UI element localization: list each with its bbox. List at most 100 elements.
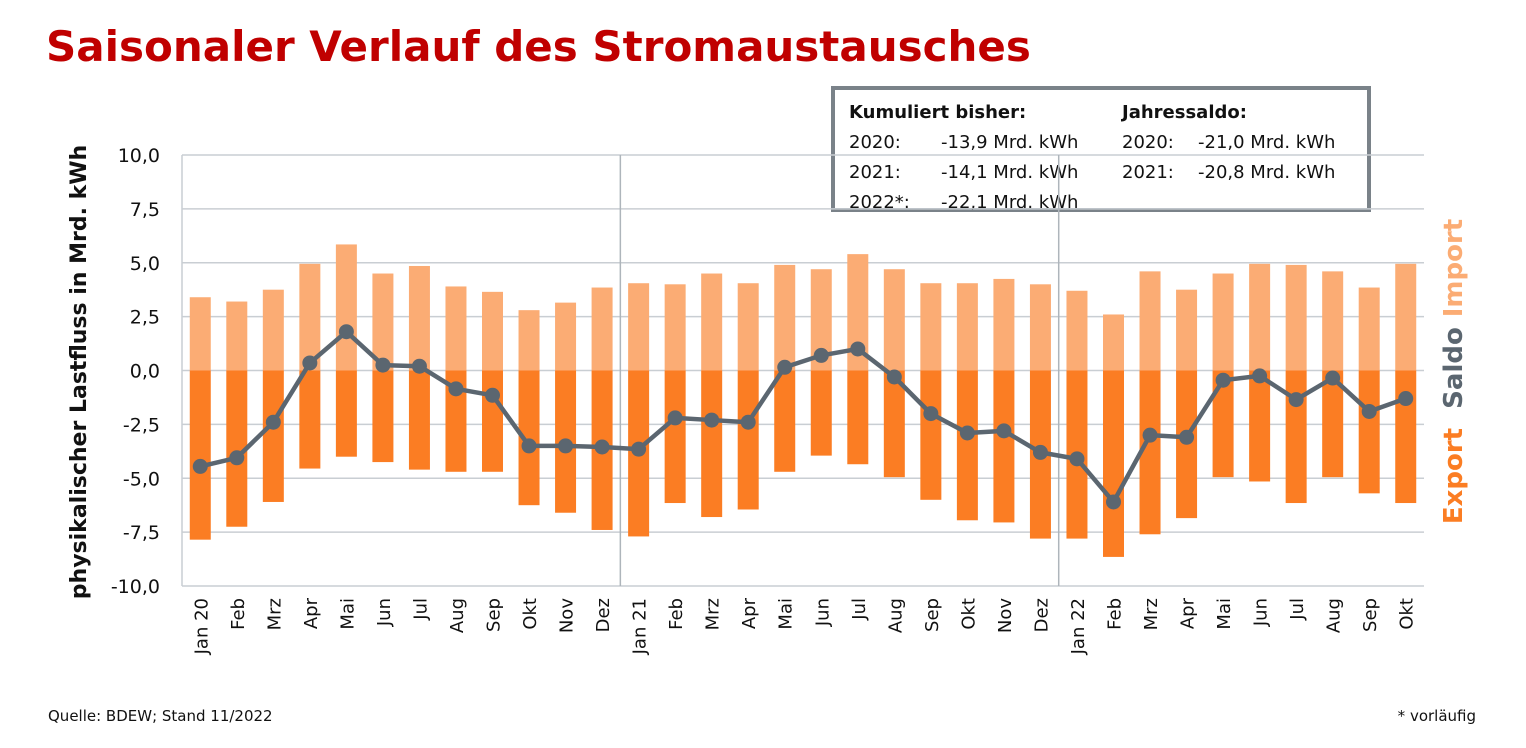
import-bars — [189, 244, 1417, 371]
saldo-point — [1106, 494, 1121, 510]
export-bar — [1212, 370, 1234, 478]
legend-entry-export: Export — [1439, 428, 1469, 524]
y-tick-label: -10,0 — [111, 576, 160, 598]
x-tick-label: Jan 21 — [630, 598, 651, 655]
import-bar — [701, 273, 723, 371]
import-bar — [518, 310, 540, 371]
import-bar — [262, 289, 284, 371]
cumulative-row-2022: 2022*: -22,1 Mrd. kWh — [849, 192, 1079, 213]
export-bar — [1358, 370, 1380, 494]
saldo-point — [1215, 372, 1231, 388]
export-bar — [883, 370, 905, 478]
export-bar — [482, 370, 503, 472]
x-tick-label: Aug — [447, 598, 468, 633]
import-bar — [1285, 264, 1307, 371]
saldo-point — [229, 450, 245, 466]
export-bar — [737, 370, 759, 510]
x-tick-label: Aug — [885, 598, 906, 633]
x-tick-label: Aug — [1324, 598, 1345, 633]
import-bar — [591, 287, 613, 371]
cumulative-row-2020: 2020: -13,9 Mrd. kWh — [849, 132, 1079, 153]
x-tick-label: Okt — [1397, 598, 1418, 630]
saldo-point — [485, 387, 500, 403]
saldo-point — [338, 324, 354, 340]
x-tick-label: Jan 22 — [1068, 598, 1089, 655]
saldo-point — [558, 438, 574, 454]
import-bar — [1029, 284, 1051, 371]
x-tick-label: Mrz — [264, 598, 285, 630]
legend-entry-import: Import — [1439, 219, 1469, 318]
export-bars — [189, 370, 1417, 557]
source-note: Quelle: BDEW; Stand 11/2022 — [48, 707, 273, 725]
x-tick-label: Mai — [776, 598, 797, 630]
import-bar — [664, 284, 686, 371]
export-bar — [956, 370, 978, 521]
import-bar — [993, 278, 1015, 371]
export-bar — [518, 370, 540, 506]
cumulative-column: Kumuliert bisher: 2020: -13,9 Mrd. kWh 20… — [849, 100, 1078, 220]
saldo-point — [302, 355, 318, 371]
y-tick-label: 10,0 — [118, 145, 160, 167]
saldo-point — [667, 410, 683, 426]
import-bar — [737, 283, 759, 371]
export-bar — [1285, 370, 1307, 504]
y-tick-label: 0,0 — [130, 361, 160, 383]
import-bar — [883, 269, 905, 371]
saldo-point — [923, 406, 939, 422]
export-bar — [701, 370, 723, 518]
x-tick-label: Mrz — [703, 598, 724, 630]
x-tick-label: Jun — [374, 598, 395, 627]
export-bar — [774, 370, 796, 472]
y-axis-label: physikalischer Lastfluss in Mrd. kWh — [67, 145, 92, 599]
import-bar — [847, 254, 869, 371]
saldo-point — [265, 414, 281, 430]
annual-balance-column: Jahressaldo: 2020: -21,0 Mrd. kWh 2021: -2… — [1122, 100, 1335, 190]
export-bar — [1395, 370, 1417, 504]
x-tick-label: Jul — [1287, 598, 1308, 621]
import-bar — [299, 263, 321, 371]
import-bar — [1139, 271, 1161, 371]
x-tick-labels: Jan 20 Feb Mrz Apr Mai Jun Jul Aug Sep Okt Nov Dez J… — [191, 597, 1417, 655]
export-bar — [664, 370, 686, 504]
export-bar — [847, 370, 869, 465]
annual-balance-row-2020: 2020: -21,0 Mrd. kWh — [1122, 132, 1336, 153]
import-bar — [335, 244, 357, 371]
saldo-point — [850, 341, 866, 357]
x-tick-label: Nov — [557, 598, 578, 633]
import-bar — [810, 269, 832, 371]
saldo-point — [1142, 427, 1158, 443]
legend: Export Saldo Import — [1439, 219, 1469, 524]
export-bar — [299, 370, 321, 469]
saldo-point — [1398, 391, 1414, 407]
saldo-point — [375, 357, 391, 373]
saldo-point — [1069, 451, 1085, 467]
saldo-point — [192, 458, 208, 474]
x-tick-label: Feb — [1105, 598, 1126, 630]
annual-balance-row-2021: 2021: -20,8 Mrd. kWh — [1122, 162, 1336, 183]
x-tick-label: Jul — [410, 598, 431, 621]
saldo-point — [996, 423, 1012, 439]
export-bar — [408, 370, 430, 470]
x-tick-label: Okt — [520, 598, 541, 630]
saldo-point — [1252, 368, 1268, 384]
x-tick-label: Apr — [301, 597, 322, 629]
x-tick-label: Feb — [666, 598, 687, 630]
saldo-point — [1032, 444, 1048, 460]
saldo-series-line — [199, 329, 1407, 505]
import-bar — [1176, 289, 1198, 371]
import-bar — [1322, 271, 1344, 371]
import-bar — [1066, 290, 1088, 371]
y-tick-label: -2,5 — [123, 414, 160, 436]
x-tick-label: Mai — [337, 598, 358, 630]
import-bar — [1212, 273, 1234, 371]
saldo-point — [1179, 429, 1195, 445]
export-bar — [993, 370, 1015, 523]
export-bar — [810, 370, 832, 456]
import-bar — [189, 297, 211, 371]
import-bar — [372, 273, 394, 371]
import-bar — [1395, 263, 1417, 371]
y-tick-label: -5,0 — [123, 468, 160, 490]
export-bar — [226, 370, 248, 527]
x-tick-label: Apr — [1178, 597, 1199, 629]
